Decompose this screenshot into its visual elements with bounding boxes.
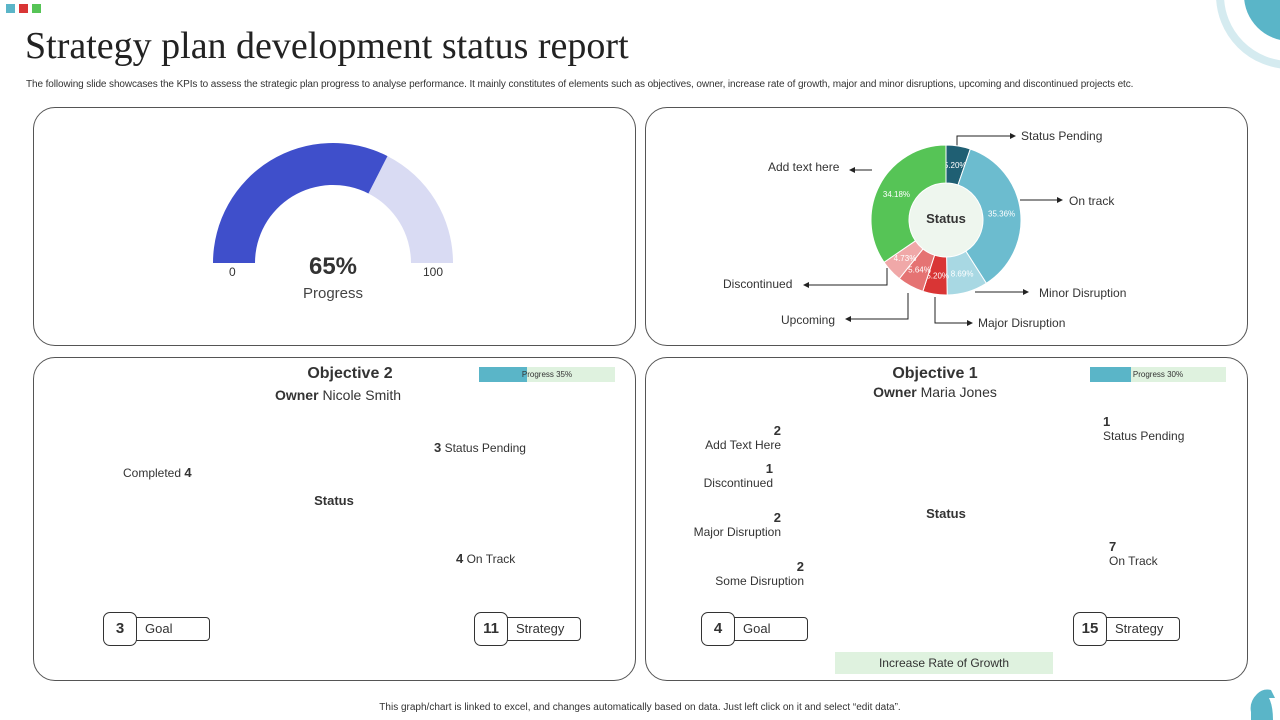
progress-gauge[interactable] [200,130,470,280]
donut-segment-add-text-here[interactable] [870,144,947,263]
legend-add-text: 2 Add Text Here [681,423,781,452]
owner-name: Nicole Smith [322,387,402,403]
donut-hole [909,183,983,257]
progress-fill [479,367,527,382]
decor-square-red [19,4,28,13]
donut-center-label: Status [926,211,966,226]
count: 2 [773,510,781,525]
status-donut-chart[interactable]: 5.20%35.36%8.69%5.20%5.64%4.73%34.18% [866,140,1026,300]
count: 4 [456,551,464,566]
page-title: Strategy plan development status report [25,25,629,67]
count: 1 [1103,414,1111,429]
objective1-panel [645,357,1248,681]
gauge-track [368,156,453,263]
decor-square-green [32,4,41,13]
count: 2 [796,559,804,574]
strategy-count: 15 [1073,612,1107,646]
donut-data-label: 4.73% [894,254,917,263]
label: Status Pending [444,441,526,455]
legend-status-pending: Status Pending [1021,129,1103,143]
count: 3 [434,440,442,455]
objective2-progress-bar: Progress 35% [479,367,615,382]
decor-square-blue [6,4,15,13]
donut-data-label: 8.69% [951,270,974,279]
strategy-count: 11 [474,612,508,646]
objective2-owner: Owner Nicole Smith [218,387,458,403]
legend-discontinued: 1 Discontinued [673,461,773,490]
strategy-label: Strategy [516,621,565,636]
legend-on-track: On track [1069,194,1115,208]
objective1-strategy: 15 Strategy [1073,612,1180,646]
growth-rate-label: Increase Rate of Growth [835,652,1053,674]
donut-data-label: 5.20% [944,161,967,170]
label: On Track [1109,554,1158,568]
legend-status-pending: 1 Status Pending [1103,414,1184,443]
legend-completed: Completed 4 [123,465,192,480]
objective1-title: Objective 1 [892,365,978,382]
count: 2 [773,423,781,438]
count: 1 [765,461,773,476]
label: Completed [123,466,182,480]
label: Some Disruption [715,574,804,588]
objective2-title: Objective 2 [307,365,393,382]
footer-note: This graph/chart is linked to excel, and… [379,702,901,713]
chess-knight-icon [1250,689,1275,720]
goal-count: 4 [701,612,735,646]
owner-label: Owner [274,387,319,403]
gauge-min: 0 [229,265,236,279]
objective1-owner: Owner Maria Jones [815,384,1055,400]
strategy-label: Strategy [1115,621,1164,636]
legend-add-text: Add text here [768,160,840,174]
label: Status Pending [1103,429,1185,443]
goal-label: Goal [743,621,771,636]
donut-center-label: Status [314,493,354,508]
legend-discontinued: Discontinued [723,277,793,291]
legend-status-pending: 3 Status Pending [434,440,526,455]
count: 7 [1109,539,1117,554]
gauge-max: 100 [423,265,444,279]
donut-center-label: Status [926,506,966,521]
label: On Track [466,552,516,566]
legend-minor-disruption: Minor Disruption [1039,286,1127,300]
objective2-strategy: 11 Strategy [474,612,581,646]
legend-major-disruption: 2 Major Disruption [681,510,781,539]
label: Discontinued [703,476,773,490]
donut-data-label: 34.18% [883,190,910,199]
owner-label: Owner [873,384,917,400]
legend-some-disruption: 2 Some Disruption [704,559,804,588]
donut-segment-on-track[interactable] [957,148,1022,284]
goal-count: 3 [103,612,137,646]
donut-data-label: 35.36% [988,209,1015,218]
progress-label: Progress 35% [521,370,573,379]
legend-on-track: 7 On Track [1109,539,1158,568]
objective2-goal: 3 Goal [103,612,210,646]
gauge-label: Progress [302,285,364,302]
count: 4 [184,465,192,480]
donut-data-label: 5.64% [908,265,931,274]
legend-on-track: 4 On Track [456,551,515,566]
label: Add Text Here [705,438,781,452]
progress-fill [1090,367,1131,382]
objective1-goal: 4 Goal [701,612,808,646]
progress-label: Progress 30% [1132,370,1184,379]
owner-name: Maria Jones [920,384,997,400]
goal-label: Goal [145,621,173,636]
page-subtitle: The following slide showcases the KPIs t… [26,79,1134,90]
gauge-value: 65% [308,253,358,280]
gauge-fill [213,143,388,263]
legend-major-disruption: Major Disruption [978,316,1066,330]
donut-data-label: 5.20% [926,271,949,280]
decor-circle-corner [1216,0,1280,69]
label: Major Disruption [693,525,781,539]
legend-upcoming: Upcoming [781,313,836,327]
objective1-progress-bar: Progress 30% [1090,367,1226,382]
